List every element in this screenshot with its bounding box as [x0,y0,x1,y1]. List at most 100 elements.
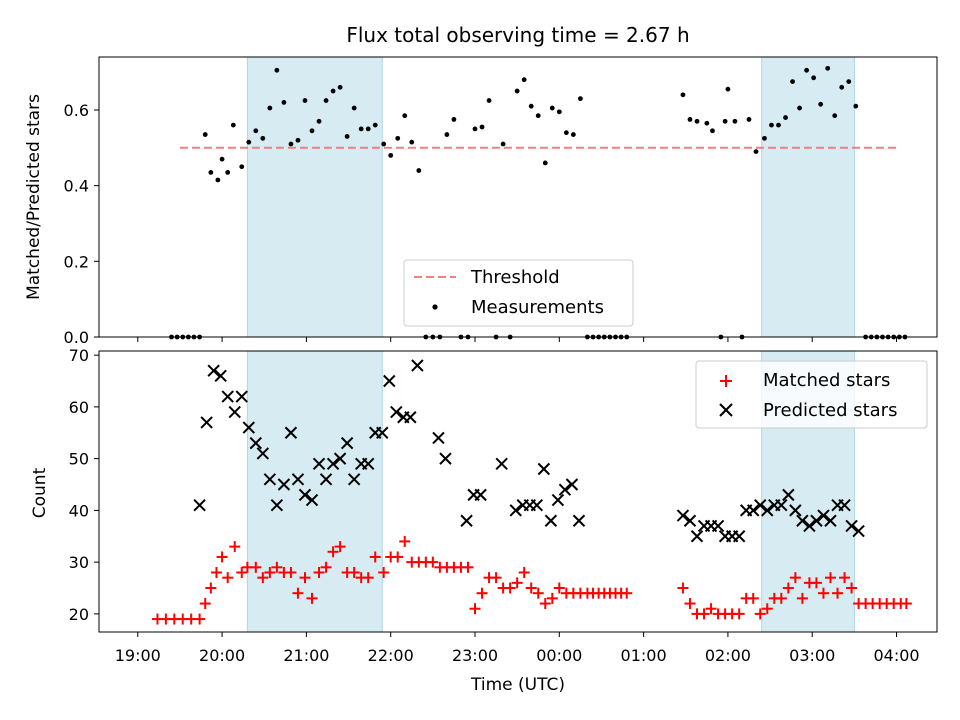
top-y-axis-label: Matched/Predicted stars [24,94,44,300]
predicted-star-marker [690,530,704,543]
y-tick-label: 0.6 [64,101,89,120]
predicted-star-marker [376,426,389,439]
matched-star-marker [334,541,346,553]
predicted-star-marker [242,421,255,434]
marker-stroke [551,493,565,507]
measurement-point [472,126,478,132]
marker-stroke [390,405,403,419]
matched-star-marker [553,582,565,594]
measurement-point [479,124,485,130]
matched-star-marker [292,587,304,599]
measurement-point [790,79,795,84]
matched-star-marker [222,572,234,584]
matched-star-marker [327,546,339,558]
measurement-point [825,65,831,71]
marker-stroke [333,452,347,465]
x-tick-label: 00:00 [536,646,582,665]
marker-stroke [782,488,795,502]
marker-stroke [537,462,551,476]
matched-star-marker [546,592,558,604]
measurement-point [202,132,208,137]
top-plot-frame [98,56,938,338]
marker-stroke [312,457,326,471]
y-tick-label: 0.2 [64,252,89,271]
legend-measurements-label: Measurements [471,297,604,318]
marker-stroke [509,504,522,517]
marker-stroke [711,519,725,533]
x-tick-label: 01:00 [621,646,667,665]
measurement-point [710,128,715,134]
marker-stroke [676,509,690,522]
predicted-star-marker [432,431,445,445]
measurement-point [416,168,422,173]
matched-star-marker [754,608,766,620]
measurement-point [839,84,845,90]
predicted-star-marker [572,514,586,527]
marker-stroke [439,452,452,465]
bottom-legend: Matched stars Predicted stars [695,360,928,429]
marker-stroke [193,499,206,512]
measurement-point [381,141,387,147]
predicted-star-marker [193,499,206,512]
measurement-point [549,105,555,111]
measurement-point [451,117,457,122]
marker-stroke [796,514,809,527]
predicted-star-marker [221,390,234,403]
predicted-star-marker [312,457,326,471]
predicted-star-marker [200,416,213,429]
predicted-star-marker [676,509,690,522]
x-tick-label: 22:00 [368,646,414,665]
marker-stroke [838,499,851,512]
measurement-point [832,113,838,119]
predicted-star-marker [544,514,558,527]
marker-stroke [558,483,572,496]
matched-star-marker [205,582,217,594]
y-tick-label: 60 [69,398,89,417]
measurement-point [295,137,301,143]
measurement-point [556,109,562,115]
marker-stroke [852,524,865,538]
predicted-star-marker [803,519,816,533]
predicted-star-marker [305,493,319,507]
shaded-interval [246,56,383,338]
measurement-point [239,164,245,170]
measurement-point [267,105,273,111]
predicted-star-marker [824,514,837,527]
matched-star-marker [210,566,222,578]
legend-matched-swatch [720,375,732,387]
measurement-point [563,130,569,136]
predicted-star-marker [256,447,270,460]
top-x-axis-ticks [137,337,898,342]
marker-stroke [277,478,291,491]
measurement-points [169,65,908,340]
marker-stroke [207,364,220,377]
marker-stroke [228,405,241,419]
matched-star-marker [216,551,228,563]
matched-star-marker [313,566,325,578]
y-tick-label: 70 [69,346,89,365]
matched-star-marker [839,572,851,584]
marker-stroke [789,504,802,517]
legend-measurements-swatch [432,304,438,310]
predicted-star-marker [845,519,858,533]
marker-stroke [817,509,830,522]
measurement-point [704,120,710,126]
measurement-point [395,135,401,141]
matched-star-marker [250,561,262,573]
measurement-point [570,132,576,137]
predicted-star-marker [530,499,544,512]
measurement-point [330,88,336,94]
matched-star-marker [733,608,745,620]
legend-predicted-label: Predicted stars [763,400,897,421]
marker-stroke [810,514,823,527]
measurement-point [274,67,280,73]
marker-stroke [754,499,767,512]
chart-title: Flux total observing time = 2.67 h [346,23,689,47]
measurement-point [753,149,759,154]
predicted-star-marker [796,514,809,527]
measurement-point [323,98,329,103]
bottom-legend-box [695,360,928,429]
matched-star-marker [348,566,360,578]
matched-star-marker [399,535,411,547]
matched-star-marker [525,582,537,594]
